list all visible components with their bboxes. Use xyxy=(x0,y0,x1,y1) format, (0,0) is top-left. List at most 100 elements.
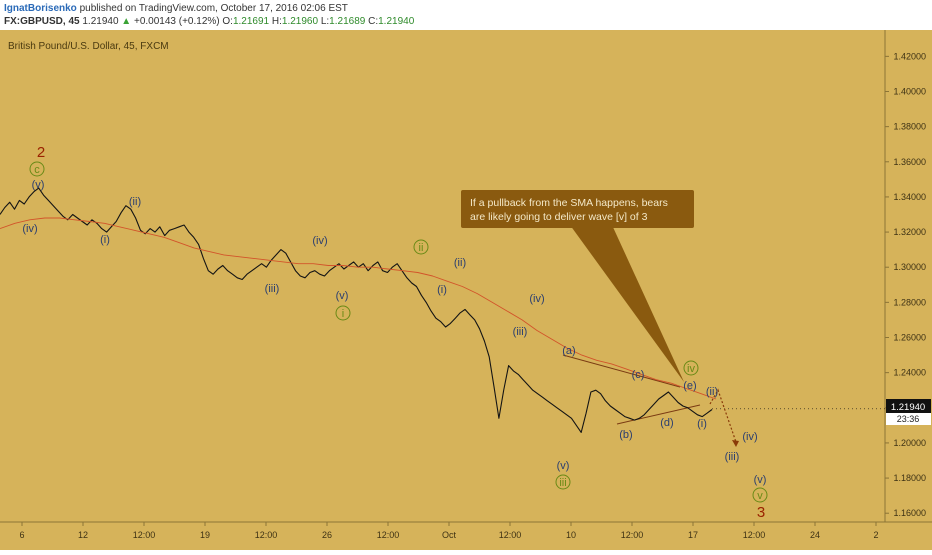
wave-label: (v) xyxy=(32,179,45,191)
price-tick-label: 1.42000 xyxy=(893,51,926,61)
price-tick-label: 1.38000 xyxy=(893,122,926,132)
wave-label: (iv) xyxy=(312,235,327,247)
wave-label: (iv) xyxy=(22,223,37,235)
time-axis: 6 12 12:00 19 12:00 26 12:00 Oct 12:00 10 12:00 17 1… xyxy=(19,522,879,540)
countdown-text: 23:36 xyxy=(897,414,920,424)
annotation-box xyxy=(461,190,694,228)
wave-label: (i) xyxy=(100,234,110,246)
wave-circle xyxy=(413,239,429,255)
time-tick-label: 12:00 xyxy=(499,530,522,540)
wave-label: (e) xyxy=(683,380,696,392)
price-tick-label: 1.40000 xyxy=(893,87,926,97)
wave-label: (iii) xyxy=(513,326,528,338)
price-chart-svg[interactable]: British Pound/U.S. Dollar, 45, FXCM 1.42… xyxy=(0,30,932,550)
wave-label: (iii) xyxy=(725,451,740,463)
wave-label: (c) xyxy=(632,369,645,381)
time-tick-label: 10 xyxy=(566,530,576,540)
current-price-tag xyxy=(886,399,931,413)
close-value: 1.21940 xyxy=(378,16,415,27)
wave-label: (ii) xyxy=(454,257,466,269)
wave-label: (v) xyxy=(336,290,349,302)
price-tick-label: 1.30000 xyxy=(893,262,926,272)
wave-circle xyxy=(683,360,699,376)
annotation-line-2: are likely going to deliver wave [v] of … xyxy=(470,211,648,223)
annotation-line-1: If a pullback from the SMA happens, bear… xyxy=(470,197,668,209)
wave-label: (i) xyxy=(437,284,447,296)
wave-label: (iv) xyxy=(529,293,544,305)
wave-circle xyxy=(29,161,45,177)
low-label: L: xyxy=(320,16,330,27)
low-value: 1.21689 xyxy=(329,16,366,27)
time-tick-label: 12:00 xyxy=(255,530,278,540)
price-axis-background xyxy=(885,30,932,522)
time-tick-label: 17 xyxy=(688,530,698,540)
wave-circle xyxy=(555,474,571,490)
wave-circle xyxy=(752,487,768,503)
wave-label: ii xyxy=(419,242,424,254)
projection-path xyxy=(709,388,737,443)
time-tick-label: 12:00 xyxy=(377,530,400,540)
wave-label: (v) xyxy=(557,460,570,472)
price-tick-label: 1.20000 xyxy=(893,438,926,448)
price-tick-label: 1.34000 xyxy=(893,192,926,202)
plot-background xyxy=(0,30,885,522)
last-price: 1.21940 xyxy=(82,16,119,27)
triangle-upper-line xyxy=(562,354,681,388)
time-tick-label: 12:00 xyxy=(743,530,766,540)
annotation-pointer xyxy=(570,225,684,382)
current-price-text: 1.21940 xyxy=(891,402,925,413)
price-tick-label: 1.24000 xyxy=(893,368,926,378)
time-axis-background xyxy=(0,522,932,550)
wave-label: (b) xyxy=(619,429,632,441)
time-tick-label: 19 xyxy=(200,530,210,540)
publish-header: IgnatBorisenko published on TradingView.… xyxy=(0,0,932,30)
ohlc-line: FX:GBPUSD, 45 1.21940 ▲ +0.00143 (+0.12%… xyxy=(4,16,414,27)
high-label: H: xyxy=(271,16,282,27)
countdown-tag xyxy=(886,413,931,425)
high-value: 1.21960 xyxy=(281,16,319,27)
wave-label: (d) xyxy=(660,417,673,429)
wave-label: 2 xyxy=(37,144,45,161)
wave-label: (a) xyxy=(562,345,575,357)
price-tick-label: 1.26000 xyxy=(893,333,926,343)
chart-area[interactable]: British Pound/U.S. Dollar, 45, FXCM 1.42… xyxy=(0,30,932,550)
time-tick-label: 12:00 xyxy=(621,530,644,540)
triangle-lower-line xyxy=(616,404,701,425)
wave-label: iii xyxy=(559,477,566,489)
wave-label: (iii) xyxy=(265,283,280,295)
author-link[interactable]: IgnatBorisenko xyxy=(4,3,77,14)
price-tick-label: 1.32000 xyxy=(893,227,926,237)
price-axis: 1.42000 1.40000 1.38000 1.36000 1.34000 1.320… xyxy=(885,51,926,518)
time-tick-label: 6 xyxy=(19,530,24,540)
series-layer xyxy=(0,187,885,433)
price-tick-label: 1.18000 xyxy=(893,473,926,483)
price-tick-label: 1.28000 xyxy=(893,297,926,307)
sma-series-line xyxy=(0,217,717,400)
wave-label: 3 xyxy=(757,504,765,521)
open-label: O: xyxy=(222,16,233,27)
wave-label: i xyxy=(342,308,344,320)
wave-labels: 2 c (v) (iv) (i) (ii) (iii) (iv) (v) i i… xyxy=(22,144,768,521)
wave-label: (ii) xyxy=(706,386,718,398)
time-tick-label: Oct xyxy=(442,530,457,540)
change-value: +0.00143 (+0.12%) xyxy=(133,16,220,27)
published-text: published on TradingView.com, October 17… xyxy=(79,3,348,14)
time-tick-label: 2 xyxy=(873,530,878,540)
chart-title: British Pound/U.S. Dollar, 45, FXCM xyxy=(8,41,169,52)
publish-line: IgnatBorisenko published on TradingView.… xyxy=(4,3,348,14)
wave-label: (i) xyxy=(697,418,707,430)
wave-label: (iv) xyxy=(742,431,757,443)
wave-label: v xyxy=(757,490,763,502)
time-tick-label: 12 xyxy=(78,530,88,540)
wave-label: iv xyxy=(687,363,695,375)
time-tick-label: 26 xyxy=(322,530,332,540)
wave-label: (ii) xyxy=(129,196,141,208)
time-tick-label: 24 xyxy=(810,530,820,540)
projection-arrow-icon xyxy=(732,440,739,447)
price-series-line xyxy=(0,187,713,433)
triangle-up-icon: ▲ xyxy=(121,16,132,27)
price-tick-label: 1.36000 xyxy=(893,157,926,167)
wave-circle xyxy=(335,305,351,321)
wave-label: c xyxy=(34,164,40,176)
